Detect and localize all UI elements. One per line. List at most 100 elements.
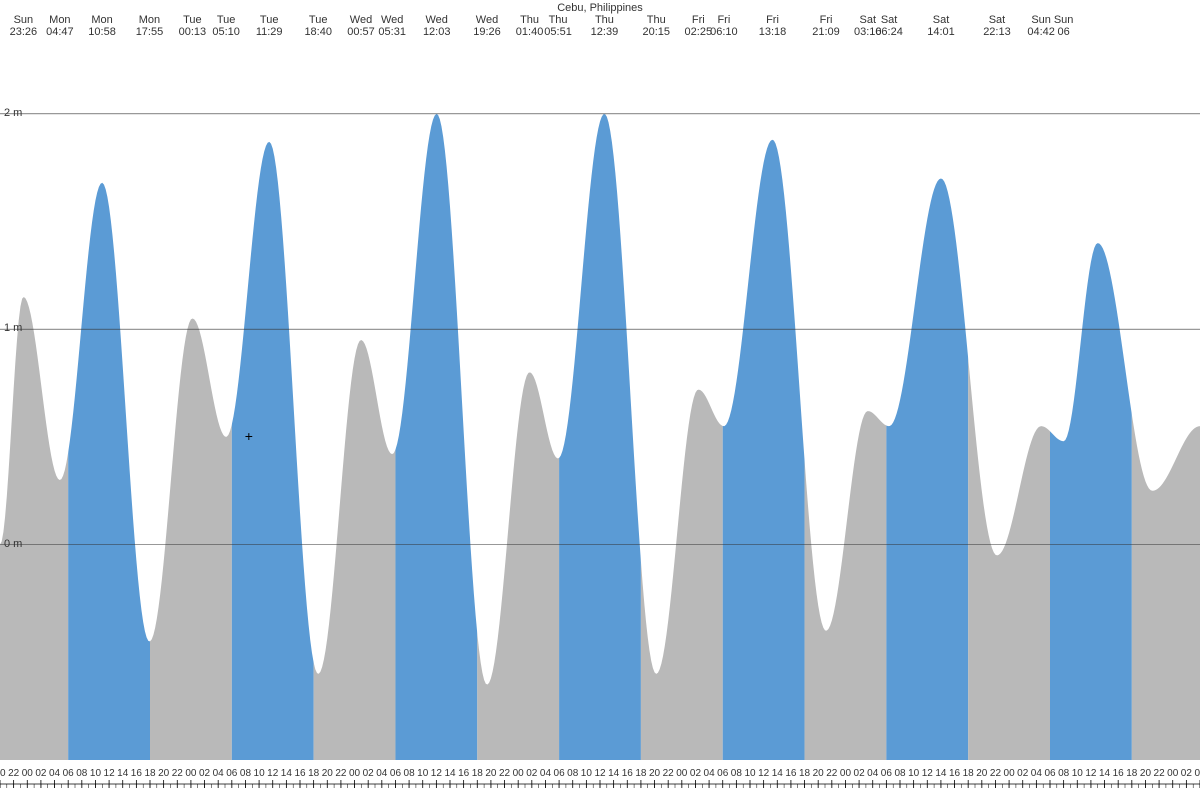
svg-text:22: 22 (826, 768, 838, 779)
svg-text:14: 14 (281, 768, 293, 779)
svg-text:+: + (245, 428, 253, 444)
svg-text:00: 00 (1004, 768, 1016, 779)
svg-text:14: 14 (608, 768, 620, 779)
svg-text:22: 22 (335, 768, 347, 779)
tide-event-label: Fri13:18 (759, 14, 787, 38)
svg-text:04: 04 (540, 768, 552, 779)
svg-text:18: 18 (308, 768, 320, 779)
tide-event-label: Tue18:40 (304, 14, 332, 38)
svg-text:20: 20 (0, 768, 6, 779)
svg-text:08: 08 (731, 768, 743, 779)
event-labels-row: Sun23:26Mon04:47Mon10:58Mon17:55Tue00:13… (0, 14, 1200, 50)
svg-text:10: 10 (1072, 768, 1084, 779)
svg-text:16: 16 (949, 768, 961, 779)
tide-event-label: Sat14:01 (927, 14, 955, 38)
svg-text:14: 14 (444, 768, 456, 779)
svg-text:10: 10 (908, 768, 920, 779)
svg-text:10: 10 (90, 768, 102, 779)
svg-text:22: 22 (499, 768, 511, 779)
svg-text:02: 02 (854, 768, 866, 779)
svg-text:04: 04 (1194, 768, 1200, 779)
svg-text:16: 16 (131, 768, 143, 779)
y-axis-label: 2 m (4, 107, 22, 119)
svg-text:12: 12 (594, 768, 606, 779)
tide-event-label: Thu20:15 (642, 14, 670, 38)
svg-text:22: 22 (663, 768, 675, 779)
svg-text:06: 06 (63, 768, 75, 779)
svg-text:18: 18 (635, 768, 647, 779)
tide-event-label: Tue11:29 (256, 14, 283, 38)
svg-text:02: 02 (1017, 768, 1029, 779)
svg-text:14: 14 (117, 768, 129, 779)
tide-event-label: Mon17:55 (136, 14, 164, 38)
tide-event-label: Fri21:09 (812, 14, 840, 38)
svg-text:18: 18 (472, 768, 484, 779)
tide-event-label: Sun04:42 (1027, 14, 1055, 38)
svg-text:06: 06 (1044, 768, 1056, 779)
tide-event-label: Fri02:25 (685, 14, 713, 38)
svg-text:16: 16 (458, 768, 470, 779)
svg-text:02: 02 (690, 768, 702, 779)
svg-text:04: 04 (213, 768, 225, 779)
svg-text:02: 02 (199, 768, 211, 779)
svg-text:00: 00 (513, 768, 525, 779)
tide-event-label: Wed12:03 (423, 14, 451, 38)
tide-event-label: Wed19:26 (473, 14, 501, 38)
svg-text:08: 08 (404, 768, 416, 779)
svg-text:06: 06 (717, 768, 729, 779)
svg-text:08: 08 (567, 768, 579, 779)
svg-text:06: 06 (554, 768, 566, 779)
svg-text:20: 20 (649, 768, 661, 779)
svg-text:04: 04 (376, 768, 388, 779)
chart-title: Cebu, Philippines (557, 2, 643, 14)
svg-text:02: 02 (35, 768, 47, 779)
tide-event-label: Mon10:58 (88, 14, 116, 38)
svg-text:14: 14 (935, 768, 947, 779)
svg-text:18: 18 (144, 768, 156, 779)
svg-text:12: 12 (922, 768, 934, 779)
svg-text:02: 02 (1181, 768, 1193, 779)
tide-event-label: Wed05:31 (378, 14, 406, 38)
svg-text:00: 00 (1167, 768, 1179, 779)
svg-text:12: 12 (1085, 768, 1097, 779)
svg-text:12: 12 (104, 768, 116, 779)
svg-text:20: 20 (485, 768, 497, 779)
tide-event-label: Sun23:26 (10, 14, 38, 38)
svg-text:00: 00 (349, 768, 361, 779)
svg-text:12: 12 (267, 768, 279, 779)
svg-text:04: 04 (49, 768, 61, 779)
svg-text:04: 04 (867, 768, 879, 779)
svg-text:22: 22 (990, 768, 1002, 779)
svg-text:06: 06 (390, 768, 402, 779)
svg-text:08: 08 (76, 768, 88, 779)
chart-svg: 2022000204060810121416182022000204060810… (0, 0, 1200, 800)
tide-event-label: Sun06 (1054, 14, 1074, 38)
tide-event-label: Fri06:10 (710, 14, 738, 38)
svg-text:20: 20 (158, 768, 170, 779)
svg-text:12: 12 (431, 768, 443, 779)
svg-text:20: 20 (813, 768, 825, 779)
svg-text:02: 02 (363, 768, 375, 779)
svg-text:22: 22 (172, 768, 184, 779)
svg-text:22: 22 (8, 768, 20, 779)
svg-text:04: 04 (704, 768, 716, 779)
svg-text:00: 00 (676, 768, 688, 779)
svg-text:00: 00 (185, 768, 197, 779)
y-axis-label: 0 m (4, 538, 22, 550)
svg-text:16: 16 (785, 768, 797, 779)
svg-text:06: 06 (881, 768, 893, 779)
svg-text:16: 16 (294, 768, 306, 779)
svg-text:18: 18 (963, 768, 975, 779)
svg-text:10: 10 (744, 768, 756, 779)
svg-text:20: 20 (322, 768, 334, 779)
svg-text:20: 20 (1140, 768, 1152, 779)
tide-event-label: Sat22:13 (983, 14, 1011, 38)
svg-text:00: 00 (840, 768, 852, 779)
svg-text:16: 16 (1113, 768, 1125, 779)
tide-event-label: Tue05:10 (212, 14, 240, 38)
svg-text:10: 10 (254, 768, 266, 779)
svg-text:18: 18 (1126, 768, 1138, 779)
svg-text:02: 02 (526, 768, 538, 779)
tide-event-label: Thu01:40 (516, 14, 544, 38)
tide-event-label: Thu05:51 (544, 14, 572, 38)
